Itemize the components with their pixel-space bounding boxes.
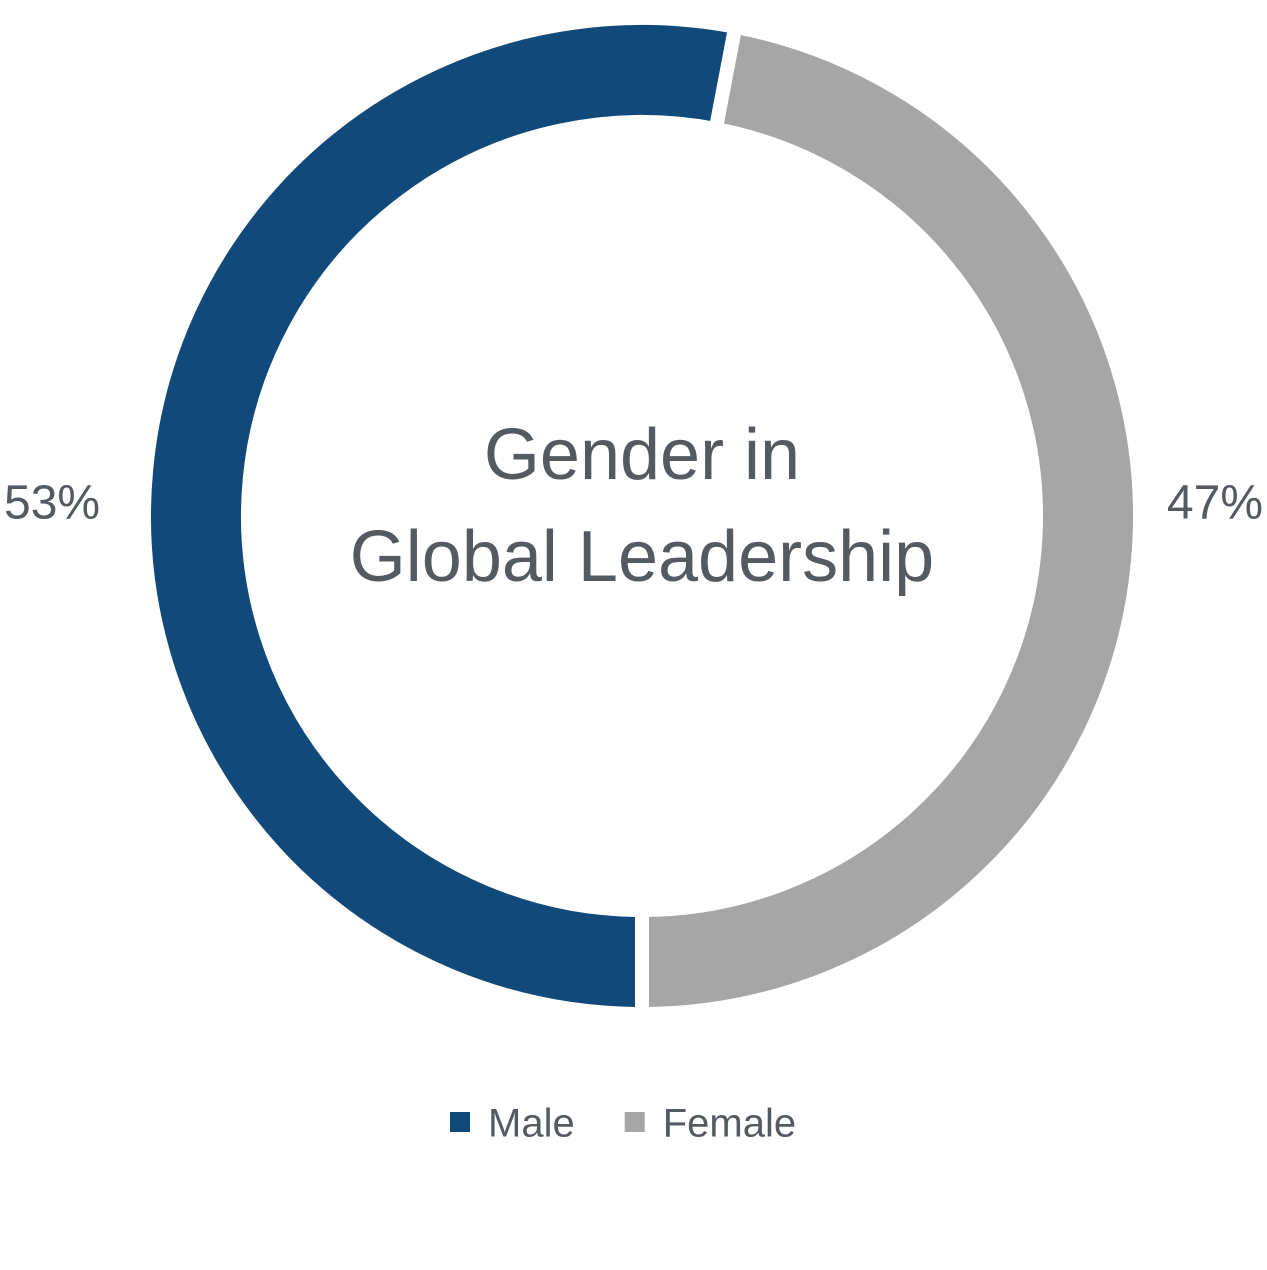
chart-title: Gender in — [484, 415, 800, 495]
legend-label: Male — [488, 1102, 575, 1146]
chart-title: Global Leadership — [350, 517, 934, 597]
legend-swatch — [624, 1112, 645, 1132]
legend-swatch — [450, 1112, 470, 1132]
data-label: 47% — [1167, 477, 1263, 530]
donut-segment — [137, 11, 744, 1022]
donut-segment — [635, 18, 1147, 1022]
legend-label: Female — [663, 1102, 796, 1146]
data-label: 53% — [4, 477, 100, 530]
